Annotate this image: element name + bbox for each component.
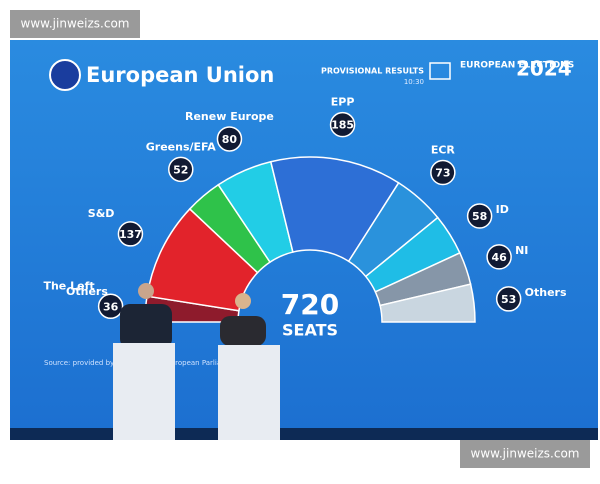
seat-badge: [486, 244, 512, 270]
seat-count: 80: [222, 133, 238, 146]
annotation: Others: [66, 285, 108, 298]
party-name: S&D: [88, 207, 115, 220]
provisional: PROVISIONAL RESULTS: [321, 67, 424, 76]
seat-count: 58: [472, 210, 487, 223]
watermark: www.jinweizs.com: [21, 17, 130, 31]
speaker-head: [235, 293, 251, 309]
speaker-body: [120, 304, 172, 349]
seat-badge: [97, 293, 124, 320]
party-name: Greens/EFA: [146, 140, 217, 153]
year: 2024: [516, 57, 572, 81]
seat-slice: [379, 283, 476, 323]
seat-count: 52: [173, 163, 188, 176]
watermark-box: [460, 440, 590, 468]
ballot-icon: [429, 62, 451, 80]
seat-badge: [168, 156, 194, 183]
seat-chart: 36 The Left 137 S&D 52 Greens/EFA 80 Renew Euro…: [43, 96, 567, 323]
event: EUROPEAN ELECTIONS: [460, 61, 574, 71]
seat-count: 46: [491, 251, 507, 264]
party-name: ID: [496, 203, 509, 216]
party-name: ECR: [431, 143, 456, 156]
seat-badge: [466, 203, 493, 229]
seat-count: 185: [331, 119, 354, 132]
party-name: Others: [525, 286, 567, 299]
seat-badge: [329, 111, 356, 138]
seat-count: 36: [103, 300, 119, 313]
party-name: The Left: [43, 279, 94, 292]
podium: [218, 345, 280, 440]
seat-badge: [495, 286, 522, 312]
seat-badge: [430, 159, 456, 186]
seat-count: 73: [435, 166, 450, 179]
speaker-body: [220, 316, 266, 346]
speakers: [113, 283, 280, 440]
seat-badge: [216, 126, 243, 152]
total-caption: SEATS: [282, 321, 338, 340]
party-name: NI: [515, 244, 528, 257]
party-name: Renew Europe: [185, 110, 274, 123]
seat-badge: [117, 221, 144, 247]
time: 10:30: [404, 78, 424, 86]
stage-lights: [10, 428, 598, 440]
total-seats: 720: [281, 288, 339, 321]
watermark-box: [10, 10, 140, 38]
podium: [113, 343, 175, 440]
eu-logo: [49, 59, 81, 91]
speaker-head: [138, 283, 154, 299]
title: European Union: [86, 63, 274, 87]
seat-count: 53: [501, 293, 516, 306]
seat-count: 137: [119, 228, 142, 241]
watermark: www.jinweizs.com: [471, 447, 580, 461]
party-name: EPP: [331, 96, 355, 109]
